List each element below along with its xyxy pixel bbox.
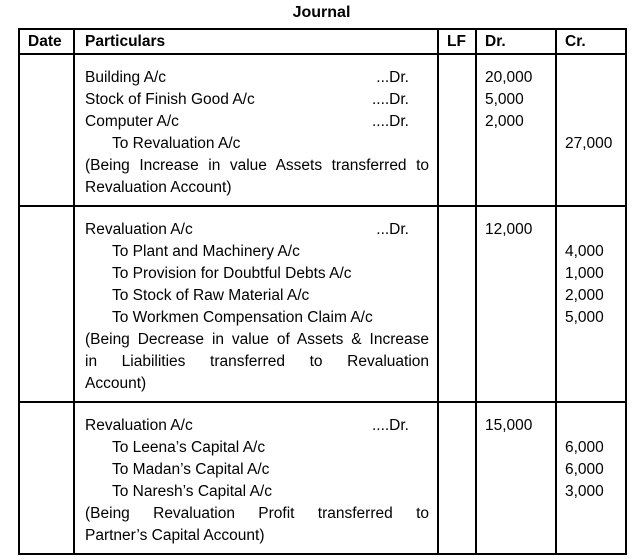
column-header-particulars: Particulars <box>73 28 439 55</box>
credit-amount <box>557 351 625 373</box>
particulars-cell: Revaluation A/c ...Dr. To Plant and Machin… <box>73 205 439 403</box>
particulars-line: in Liabilities transferred to Revaluatio… <box>85 353 429 370</box>
debit-amount <box>477 263 555 285</box>
lf-cell <box>437 53 477 207</box>
particulars-line: Building A/c ...Dr. <box>75 67 437 89</box>
journal-entry-row: Revaluation A/c ...Dr. To Plant and Machin… <box>18 205 627 403</box>
credit-amount: 4,000 <box>565 243 604 260</box>
particulars-line: To Naresh’s Capital A/c <box>112 483 272 500</box>
credit-amount <box>557 155 625 177</box>
credit-amount: 5,000 <box>565 309 604 326</box>
dr-amount-cell: 15,000 <box>475 401 557 555</box>
particulars-line: (Being Increase in value Assets transfer… <box>85 157 429 174</box>
particulars-line: To Revaluation A/c <box>112 135 241 152</box>
cr-amount-cell: 6,000 6,000 3,000 <box>555 401 627 555</box>
debit-amount: 5,000 <box>485 91 524 108</box>
header-row: Date Particulars LF Dr. Cr. <box>18 28 627 55</box>
column-header-date: Date <box>18 28 75 55</box>
particulars-line: To Provision for Doubtful Debts A/c <box>112 265 352 282</box>
dr-amount-cell: 20,000 5,000 2,000 <box>475 53 557 207</box>
date-cell <box>18 205 75 403</box>
credit-amount: 2,000 <box>565 287 604 304</box>
dr-suffix: ....Dr. <box>371 113 409 130</box>
debit-amount <box>477 437 555 459</box>
credit-amount <box>557 67 625 89</box>
debit-amount <box>477 373 555 395</box>
debit-amount <box>477 329 555 351</box>
particulars-line: To Plant and Machinery A/c <box>112 243 300 260</box>
date-cell <box>18 53 75 207</box>
column-header-lf: LF <box>437 28 477 55</box>
account-name: Building A/c <box>85 69 166 86</box>
journal-entry-row: Revaluation A/c ....Dr. To Leena’s Capital… <box>18 401 627 555</box>
debit-amount <box>477 155 555 177</box>
debit-amount <box>477 481 555 503</box>
credit-amount <box>557 329 625 351</box>
debit-amount <box>477 351 555 373</box>
dr-suffix: ...Dr. <box>376 221 409 238</box>
debit-amount <box>477 285 555 307</box>
particulars-line: Revaluation Account) <box>85 179 232 196</box>
journal-entry-row: Building A/c ...Dr. Stock of Finish Good A… <box>18 53 627 207</box>
credit-amount <box>557 525 625 547</box>
dr-suffix: ....Dr. <box>371 417 409 434</box>
credit-amount <box>557 111 625 133</box>
particulars-line: (Being Decrease in value of Assets & Inc… <box>85 331 429 348</box>
credit-amount: 1,000 <box>565 265 604 282</box>
credit-amount <box>557 503 625 525</box>
cr-amount-cell: 4,000 1,000 2,000 5,000 <box>555 205 627 403</box>
particulars-line: To Leena’s Capital A/c <box>112 439 266 456</box>
debit-amount <box>477 307 555 329</box>
account-name: Revaluation A/c <box>85 417 193 434</box>
debit-amount: 2,000 <box>485 113 524 130</box>
particulars-line: Stock of Finish Good A/c ....Dr. <box>75 89 437 111</box>
debit-amount: 15,000 <box>485 417 533 434</box>
column-header-cr: Cr. <box>555 28 627 55</box>
account-name: Stock of Finish Good A/c <box>85 91 255 108</box>
debit-amount <box>477 459 555 481</box>
particulars-line: To Workmen Compensation Claim A/c <box>112 309 373 326</box>
dr-amount-cell: 12,000 <box>475 205 557 403</box>
page-title: Journal <box>292 4 351 21</box>
lf-cell <box>437 205 477 403</box>
particulars-cell: Revaluation A/c ....Dr. To Leena’s Capital… <box>73 401 439 555</box>
particulars-line: To Stock of Raw Material A/c <box>112 287 310 304</box>
credit-amount: 6,000 <box>565 439 604 456</box>
date-cell <box>18 401 75 555</box>
debit-amount <box>477 241 555 263</box>
debit-amount: 20,000 <box>485 69 533 86</box>
debit-amount <box>477 503 555 525</box>
column-header-dr: Dr. <box>475 28 557 55</box>
credit-amount: 3,000 <box>565 483 604 500</box>
lf-cell <box>437 401 477 555</box>
credit-amount <box>557 219 625 241</box>
credit-amount <box>557 415 625 437</box>
credit-amount: 27,000 <box>565 135 613 152</box>
particulars-line: Computer A/c ....Dr. <box>75 111 437 133</box>
debit-amount: 12,000 <box>485 221 533 238</box>
journal-table: Date Particulars LF Dr. Cr. Building A/c… <box>18 28 627 555</box>
credit-amount <box>557 89 625 111</box>
particulars-line: Revaluation A/c ....Dr. <box>75 415 437 437</box>
particulars-line: (Being Revaluation Profit transferred to <box>85 505 429 522</box>
particulars-line: To Madan’s Capital A/c <box>112 461 270 478</box>
credit-amount <box>557 177 625 199</box>
account-name: Revaluation A/c <box>85 221 193 238</box>
cr-amount-cell: 27,000 <box>555 53 627 207</box>
debit-amount <box>477 525 555 547</box>
particulars-cell: Building A/c ...Dr. Stock of Finish Good A… <box>73 53 439 207</box>
dr-suffix: ....Dr. <box>371 91 409 108</box>
particulars-line: Account) <box>85 375 147 392</box>
dr-suffix: ...Dr. <box>376 69 409 86</box>
credit-amount: 6,000 <box>565 461 604 478</box>
account-name: Computer A/c <box>85 113 179 130</box>
particulars-line: Partner’s Capital Account) <box>85 527 265 544</box>
particulars-line: Revaluation A/c ...Dr. <box>75 219 437 241</box>
debit-amount <box>477 177 555 199</box>
credit-amount <box>557 373 625 395</box>
debit-amount <box>477 133 555 155</box>
